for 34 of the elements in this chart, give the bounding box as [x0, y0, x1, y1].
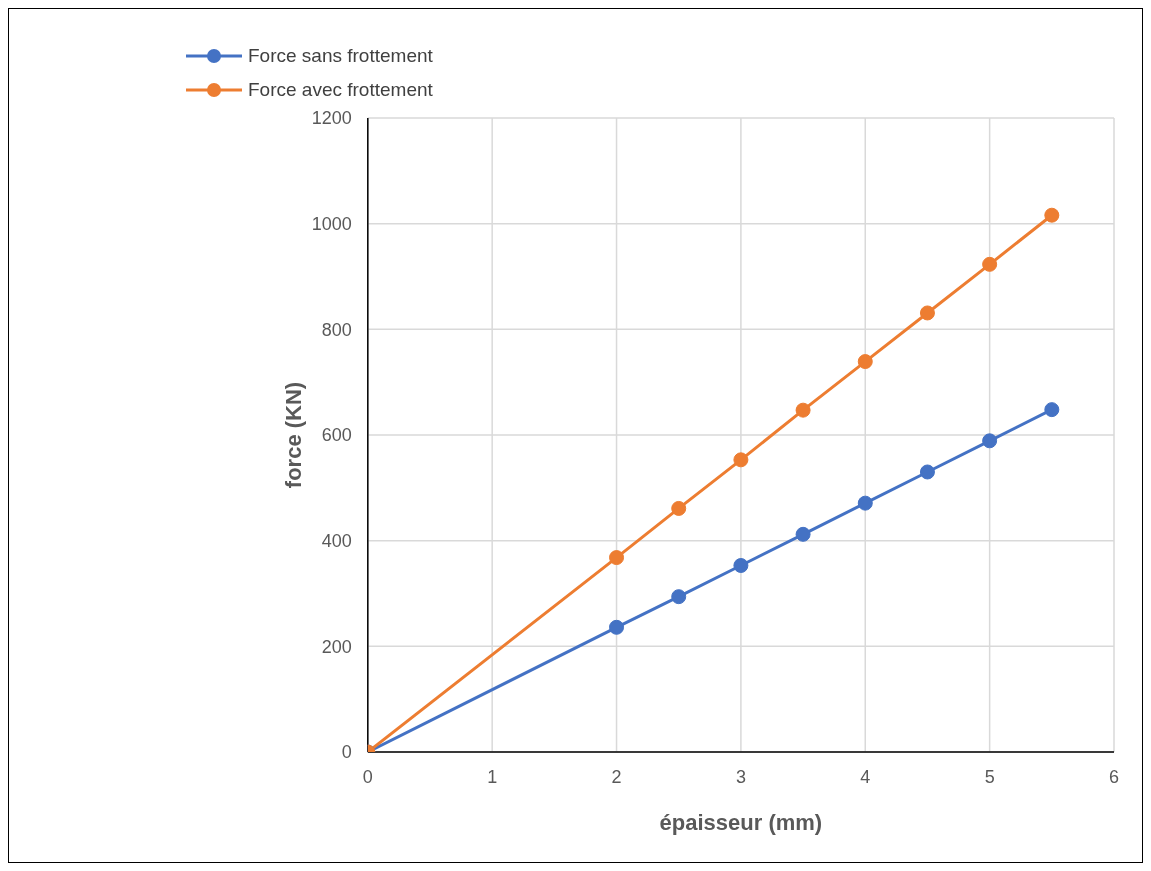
x-tick-label: 6: [1108, 766, 1120, 787]
y-tick-label: 800: [321, 319, 352, 340]
point: [857, 495, 873, 511]
point: [671, 589, 687, 605]
point: [609, 550, 625, 566]
point: [733, 558, 749, 573]
legend-label: Force avec frottement: [248, 79, 433, 101]
x-tick-label: 2: [611, 766, 622, 787]
x-axis-title: épaisseur (mm): [659, 810, 823, 835]
y-axis-title: force (KN): [280, 381, 306, 489]
point: [671, 500, 687, 516]
y-tick-label: 200: [321, 636, 352, 657]
y-tick-label: 1000: [311, 214, 352, 235]
y-tick-label: 600: [321, 425, 352, 446]
legend-label: Force sans frottement: [248, 45, 433, 67]
point: [1044, 207, 1060, 223]
point: [857, 354, 873, 370]
point: [982, 256, 998, 272]
point: [733, 452, 749, 468]
point: [982, 433, 998, 449]
point: [609, 619, 625, 635]
y-tick-label: 0: [341, 742, 352, 763]
point: [795, 526, 811, 542]
point: [919, 464, 935, 480]
x-tick-label: 5: [984, 766, 995, 787]
y-tick-label: 1200: [311, 108, 352, 129]
point: [1044, 402, 1060, 418]
x-tick-label: 1: [487, 766, 498, 787]
x-tick-label: 4: [860, 766, 871, 787]
x-tick-label: 0: [362, 766, 373, 787]
point: [795, 402, 811, 418]
point: [919, 305, 935, 321]
y-tick-label: 400: [321, 531, 352, 552]
x-tick-label: 3: [735, 766, 746, 787]
